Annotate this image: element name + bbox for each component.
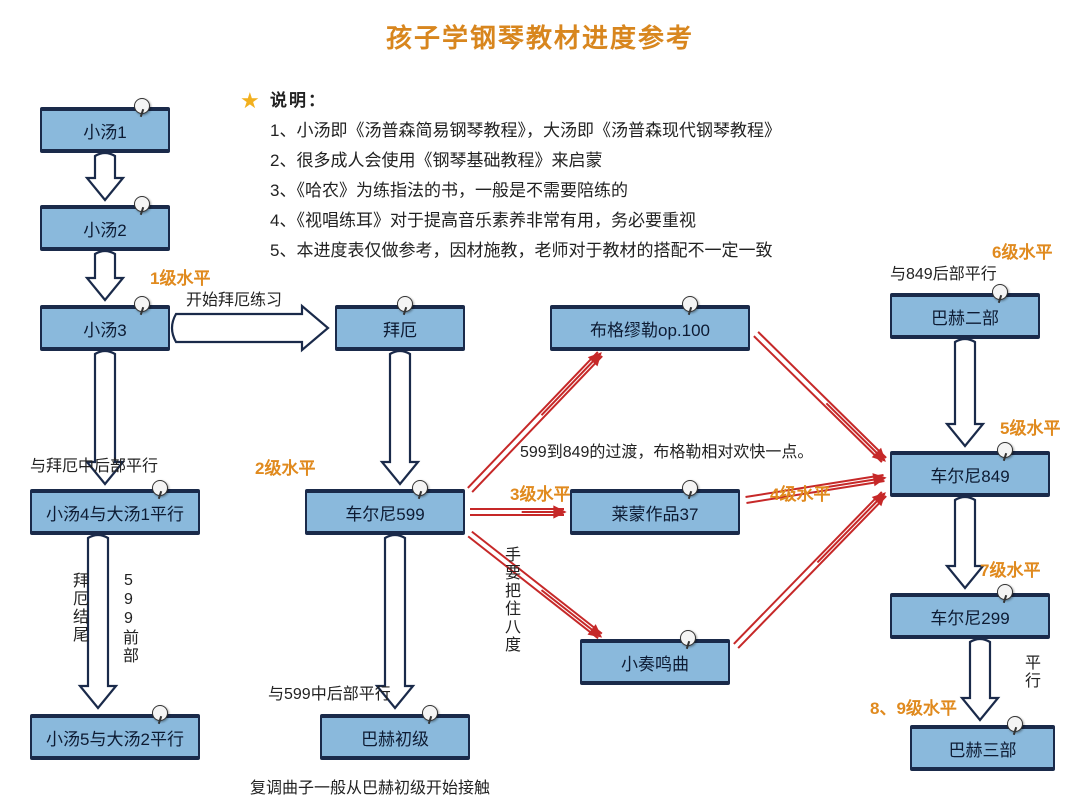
pin-icon	[997, 442, 1013, 458]
pin-icon	[682, 296, 698, 312]
flow-node-xt2: 小汤2	[40, 206, 170, 250]
level-label: 7级水平	[980, 556, 1040, 581]
explain-header: 说明：	[270, 91, 327, 110]
level-label: 4级水平	[770, 480, 830, 505]
pin-icon	[134, 98, 150, 114]
annotation-label: 复调曲子一般从巴赫初级开始接触	[250, 774, 490, 798]
pin-icon	[134, 196, 150, 212]
level-label: 6级水平	[992, 238, 1052, 263]
pin-icon	[997, 584, 1013, 600]
flow-node-bai: 拜厄	[335, 306, 465, 350]
annotation-label: 与599中后部平行	[268, 680, 391, 704]
annotation-label: 手要把住八度	[498, 546, 522, 654]
pin-icon	[682, 480, 698, 496]
flow-node-bach3: 巴赫三部	[910, 726, 1055, 770]
explain-line: 2、很多成人会使用《钢琴基础教程》来启蒙	[270, 151, 602, 170]
level-label: 3级水平	[510, 480, 570, 505]
flow-node-bach2: 巴赫二部	[890, 294, 1040, 338]
level-label: 2级水平	[255, 454, 315, 479]
explain-line: 4、《视唱练耳》对于提高音乐素养非常有用，务必要重视	[270, 211, 696, 230]
annotation-label: 与849后部平行	[890, 260, 997, 284]
explain-line: 3、《哈农》为练指法的书，一般是不需要陪练的	[270, 181, 628, 200]
annotation-label: 599前部	[116, 572, 140, 665]
flow-node-xmq: 小奏鸣曲	[580, 640, 730, 684]
flow-node-c299: 车尔尼299	[890, 594, 1050, 638]
flow-node-c849: 车尔尼849	[890, 452, 1050, 496]
flow-node-bach1: 巴赫初级	[320, 715, 470, 759]
page-title: 孩子学钢琴教材进度参考	[0, 18, 1080, 55]
pin-icon	[152, 480, 168, 496]
level-label: 5级水平	[1000, 414, 1060, 439]
flow-node-burg: 布格缪勒op.100	[550, 306, 750, 350]
explain-line: 5、本进度表仅做参考，因材施教，老师对于教材的搭配不一定一致	[270, 241, 772, 260]
star-icon: ★	[240, 88, 260, 114]
annotation-label: 拜厄结尾	[66, 572, 90, 644]
flow-node-lem: 莱蒙作品37	[570, 490, 740, 534]
pin-icon	[152, 705, 168, 721]
pin-icon	[680, 630, 696, 646]
flow-node-xt5: 小汤5与大汤2平行	[30, 715, 200, 759]
pin-icon	[1007, 716, 1023, 732]
pin-icon	[397, 296, 413, 312]
flow-node-c599: 车尔尼599	[305, 490, 465, 534]
pin-icon	[992, 284, 1008, 300]
flow-node-xt4: 小汤4与大汤1平行	[30, 490, 200, 534]
explain-line: 1、小汤即《汤普森简易钢琴教程》，大汤即《汤普森现代钢琴教程》	[270, 121, 781, 140]
flow-node-xt3: 小汤3	[40, 306, 170, 350]
annotation-label: 与拜厄中后部平行	[30, 452, 158, 476]
annotation-label: 开始拜厄练习	[186, 286, 282, 310]
level-label: 8、9级水平	[870, 694, 957, 719]
explain-block: 说明： 1、小汤即《汤普森简易钢琴教程》，大汤即《汤普森现代钢琴教程》 2、很多…	[270, 86, 781, 266]
pin-icon	[134, 296, 150, 312]
pin-icon	[412, 480, 428, 496]
pin-icon	[422, 705, 438, 721]
annotation-label: 平行	[1018, 654, 1042, 690]
flow-node-xt1: 小汤1	[40, 108, 170, 152]
annotation-label: 599到849的过渡，布格勒相对欢快一点。	[520, 438, 813, 462]
